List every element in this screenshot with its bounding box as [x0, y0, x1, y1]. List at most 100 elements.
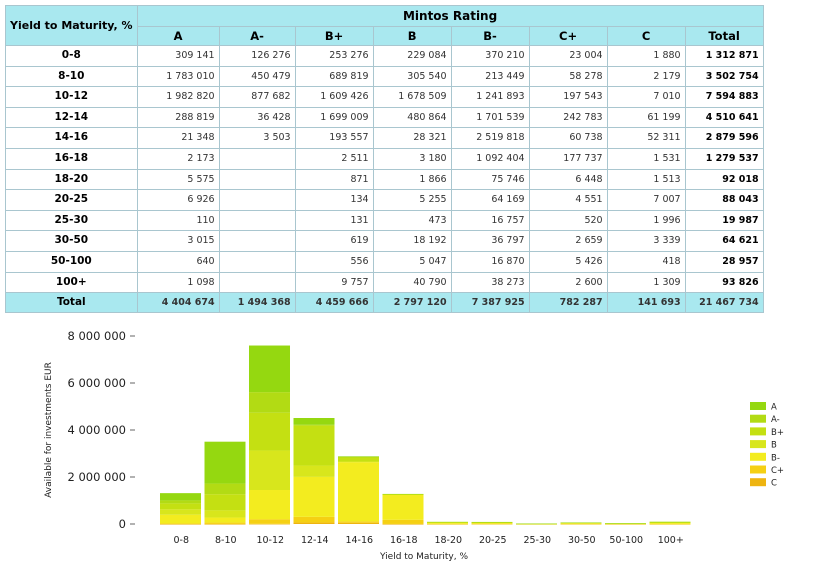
bar-segment — [516, 523, 557, 525]
bar-segment — [382, 493, 424, 495]
x-tick-label: 30-50 — [568, 535, 596, 546]
x-axis-title: Yield to Maturity, % — [379, 552, 468, 562]
y-tick-label: 0 — [119, 517, 126, 531]
x-tick-label: 12-14 — [301, 535, 329, 546]
column-header: B- — [450, 26, 530, 46]
x-tick-label: 10-12 — [256, 535, 284, 546]
legend-label: B+ — [771, 428, 784, 438]
bar-segment — [560, 522, 602, 524]
bar-segment — [338, 521, 379, 523]
y-tick-label: 6 000 000 — [67, 376, 126, 390]
bar-segment — [204, 510, 246, 518]
x-tick-label: 8-10 — [215, 535, 237, 546]
bar-segment — [427, 521, 468, 523]
total-cell: 1 494 368 — [218, 292, 296, 314]
y-tick-label: 2 000 000 — [67, 470, 126, 484]
bar-segment — [160, 500, 201, 504]
bar-segment — [427, 523, 468, 525]
bar-segment — [204, 522, 246, 524]
mintos-rating-header: Mintos Rating — [136, 5, 764, 27]
x-tick-label: 50-100 — [609, 535, 643, 546]
bar-segment — [204, 494, 246, 511]
yield-header: Yield to Maturity, % — [5, 5, 138, 46]
bar-segment — [293, 465, 335, 477]
bar-segment — [605, 523, 646, 524]
bar-segment — [249, 519, 290, 524]
legend-label: A- — [771, 415, 780, 425]
bar-segment — [249, 523, 290, 525]
table-row: 100+ 1 098 9 757 40 790 38 273 2 600 1 309 93 8… — [5, 271, 764, 294]
bar-segment — [293, 424, 335, 426]
total-row: Total 4 404 674 1 494 368 4 459 666 2 797 12… — [5, 292, 764, 314]
x-tick-label: 16-18 — [390, 535, 418, 546]
bar-segment — [338, 461, 379, 463]
bar-segment — [293, 516, 335, 523]
x-tick-label: 100+ — [658, 535, 684, 546]
column-header: C+ — [528, 26, 608, 46]
bar-segment — [249, 450, 290, 491]
bar-segment — [249, 392, 290, 413]
bar-segment — [204, 523, 246, 525]
total-cell: 7 387 925 — [450, 292, 530, 314]
bar-segment — [204, 441, 246, 484]
investments-table: Yield to Maturity, % Mintos Rating A A- B+… — [5, 5, 764, 314]
legend-swatch — [750, 478, 766, 487]
bar-segment — [471, 522, 513, 524]
bar-segment — [338, 522, 379, 524]
x-axis: 0-8 8-10 10-12 12-14 14-16 16-18 18-20 20-25 25-… — [173, 535, 683, 546]
total-cell: 4 459 666 — [294, 292, 374, 314]
bar-segment — [293, 522, 335, 524]
bar-segment — [249, 345, 290, 393]
bar-segment — [382, 494, 424, 520]
bars-group — [160, 345, 691, 525]
row-label: 14-16 — [5, 127, 138, 149]
bar-segment — [160, 493, 201, 501]
bar-segment — [293, 425, 335, 466]
legend-swatch — [750, 465, 766, 474]
x-tick-label: 18-20 — [434, 535, 462, 546]
bar-segment — [293, 476, 335, 517]
bar-segment — [382, 523, 424, 525]
y-tick-label: 4 000 000 — [67, 423, 126, 437]
total-cell: 2 797 120 — [372, 292, 452, 314]
column-header: B — [372, 26, 452, 46]
bar-segment — [382, 519, 424, 524]
row-label: 100+ — [5, 271, 138, 294]
total-cell: 21 467 734 — [684, 292, 764, 314]
bar-segment — [516, 523, 557, 525]
y-axis: 0 2 000 000 4 000 000 6 000 000 8 000 000 — [67, 329, 135, 531]
column-header: C — [606, 26, 686, 46]
bar-segment — [249, 490, 290, 520]
table-row: 8-10 1 783 010 450 479 689 819 305 540 213 44… — [5, 65, 764, 88]
column-header: Total — [684, 26, 764, 46]
bar-segment — [427, 522, 468, 524]
table-row: 20-25 6 926 134 5 255 64 169 4 551 7 007 88 043 — [5, 189, 764, 211]
bar-segment — [560, 523, 602, 525]
row-label: 12-14 — [5, 106, 138, 129]
bar-segment — [160, 523, 201, 525]
bar-segment — [338, 462, 379, 522]
legend-label: C+ — [771, 466, 784, 476]
bar-segment — [649, 523, 691, 525]
bar-segment — [160, 514, 201, 524]
total-row-label: Total — [5, 292, 138, 314]
table-row: 30-50 3 015 619 18 192 36 797 2 659 3 339 64 62… — [5, 230, 764, 252]
y-axis-title: Available for investments EUR — [44, 362, 54, 498]
legend-swatch — [750, 402, 766, 410]
bar-segment — [649, 521, 691, 523]
bar-segment — [160, 523, 201, 525]
legend-swatch — [750, 452, 766, 461]
legend-label: C — [771, 479, 777, 489]
table-row: 14-16 21 348 3 503 193 557 28 321 2 519 818 60… — [5, 127, 764, 149]
bar-segment — [204, 517, 246, 523]
bar-segment — [471, 523, 513, 525]
total-cell: 782 287 — [528, 292, 608, 314]
bar-segment — [471, 521, 513, 523]
bar-segment — [249, 412, 290, 451]
x-tick-label: 0-8 — [173, 535, 189, 546]
bar-segment — [605, 523, 646, 525]
bar-segment — [160, 503, 201, 510]
bar-segment — [338, 456, 379, 462]
x-tick-label: 14-16 — [345, 535, 373, 546]
